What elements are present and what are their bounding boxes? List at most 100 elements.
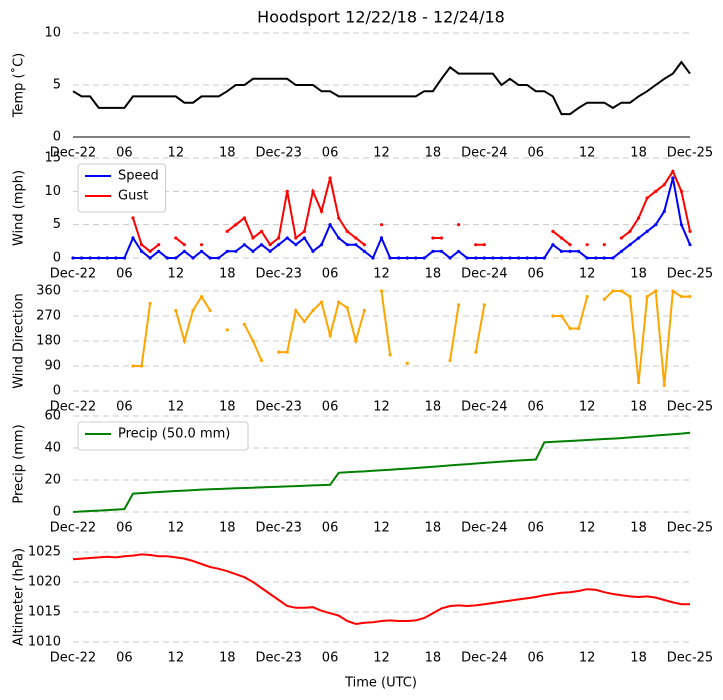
point [328, 223, 332, 227]
point [636, 216, 641, 220]
x-tick-label: 12 [579, 651, 596, 666]
x-tick-label: Dec-22 [50, 267, 96, 282]
x-tick-label: Dec-23 [255, 267, 301, 282]
point [174, 236, 178, 240]
point [662, 209, 666, 213]
x-tick-label: 18 [630, 521, 647, 536]
point [457, 249, 461, 253]
point [619, 236, 624, 240]
point [405, 361, 409, 365]
point [508, 256, 512, 260]
y-tick-label: 360 [36, 284, 61, 299]
point [559, 249, 564, 253]
point [482, 256, 486, 260]
x-tick-label: 12 [168, 521, 185, 536]
x-tick-label: 12 [373, 651, 390, 666]
y-tick-label: 10 [44, 184, 61, 199]
legend-label: Speed [118, 169, 159, 184]
point [337, 300, 341, 304]
legend: Precip (50.0 mm) [77, 421, 249, 451]
point [362, 243, 366, 247]
point [225, 229, 229, 233]
point [259, 229, 264, 233]
point [174, 308, 178, 313]
x-tick-label: Dec-22 [50, 400, 96, 415]
point [139, 364, 144, 368]
x-tick-label: Dec-25 [667, 521, 713, 536]
y-tick-label: 15 [44, 151, 61, 166]
point [182, 249, 187, 253]
y-tick-label: 90 [44, 359, 61, 374]
x-tick-label: 06 [322, 651, 339, 666]
point [268, 249, 272, 253]
point [131, 236, 135, 240]
y-tick-label: 1025 [28, 545, 61, 560]
y-tick-label: 270 [36, 309, 61, 324]
point [465, 256, 469, 260]
series-line [132, 169, 691, 253]
series-line [72, 553, 690, 626]
x-tick-label: Dec-23 [255, 400, 301, 415]
point [311, 308, 315, 313]
x-tick-label: 12 [373, 400, 390, 415]
point [242, 216, 246, 220]
y-tick-label: 0 [53, 384, 61, 399]
x-tick-label: 06 [116, 146, 133, 161]
y-axis-label: Wind Direction [12, 293, 27, 389]
x-tick-label: 12 [168, 146, 185, 161]
y-tick-label: 10 [44, 26, 61, 41]
point [354, 339, 358, 343]
point [139, 243, 144, 247]
x-tick-label: 06 [527, 146, 544, 161]
point [431, 236, 435, 240]
point [251, 339, 255, 343]
point [285, 236, 289, 240]
point [302, 229, 306, 233]
point [619, 249, 624, 253]
point [397, 256, 401, 260]
point [491, 256, 495, 260]
point [679, 294, 684, 299]
point [354, 243, 358, 247]
point [439, 236, 444, 240]
point [362, 308, 366, 313]
point [654, 223, 658, 227]
x-tick-label: 18 [219, 400, 236, 415]
point [165, 256, 169, 260]
point [551, 243, 555, 247]
point [576, 326, 581, 331]
point [319, 300, 324, 304]
x-tick-label: 06 [116, 267, 133, 282]
point [131, 216, 135, 220]
point [628, 294, 632, 299]
x-tick-label: 12 [373, 146, 390, 161]
x-tick-label: Dec-25 [667, 400, 713, 415]
x-tick-label: 18 [425, 521, 442, 536]
x-tick-label: Dec-24 [461, 400, 507, 415]
point [71, 256, 75, 260]
point [559, 236, 564, 240]
y-tick-label: 0 [53, 251, 61, 266]
x-tick-label: Dec-24 [461, 267, 507, 282]
point [602, 256, 606, 260]
point [645, 294, 649, 299]
point [422, 256, 426, 260]
x-tick-label: 18 [219, 146, 236, 161]
point [654, 289, 658, 293]
point [688, 294, 692, 299]
x-axis-label: Time (UTC) [344, 676, 417, 691]
point [568, 326, 572, 331]
legend-box [77, 421, 249, 451]
point [671, 169, 675, 173]
point [371, 256, 375, 260]
point [439, 249, 444, 253]
point [302, 236, 306, 240]
point [251, 236, 255, 240]
point [345, 306, 349, 310]
point [225, 328, 229, 332]
point [551, 229, 555, 233]
point [259, 243, 264, 247]
x-tick-label: 06 [527, 400, 544, 415]
point [337, 236, 341, 240]
